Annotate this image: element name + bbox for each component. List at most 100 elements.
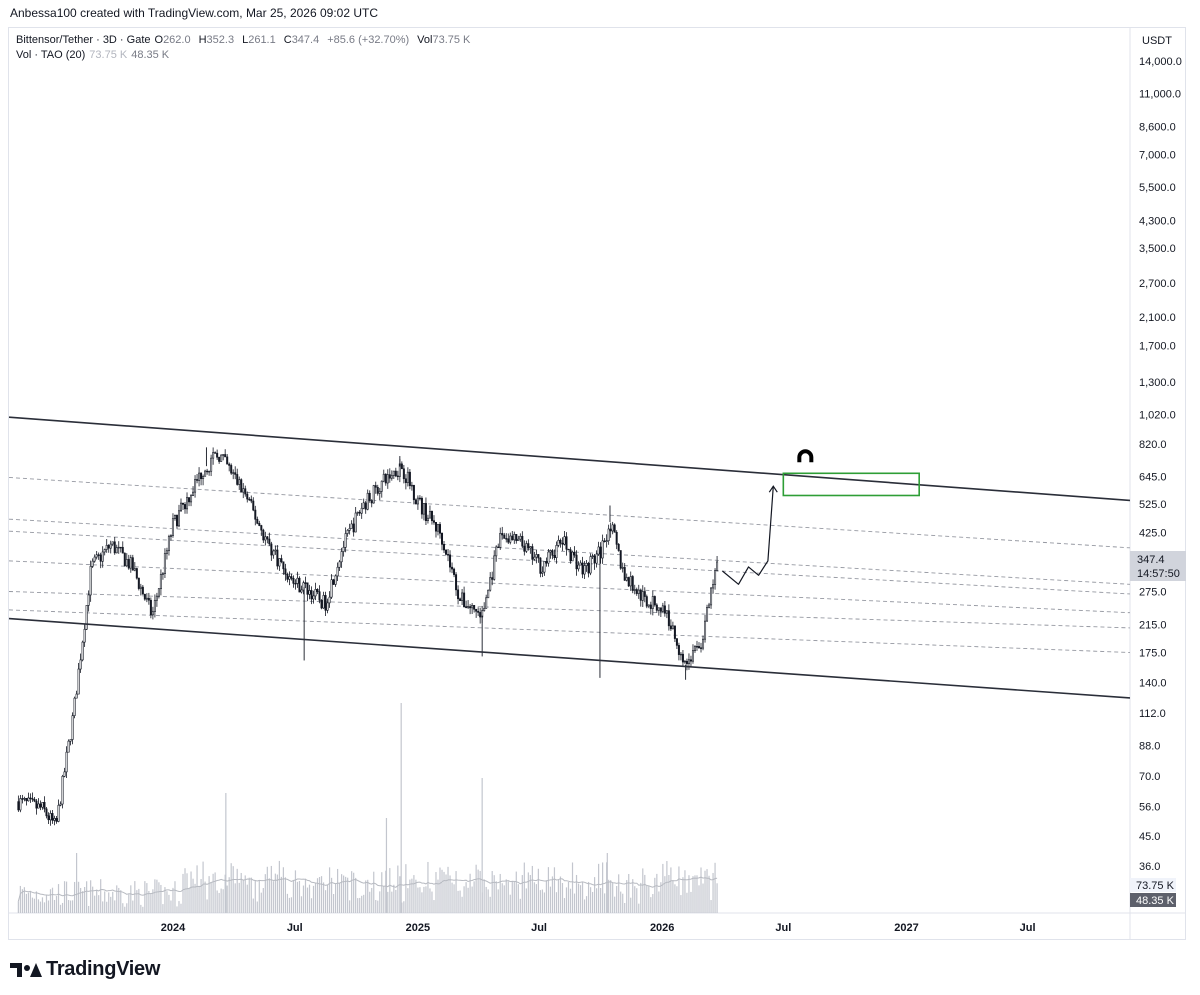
candle-body — [332, 579, 335, 585]
volume-bar — [569, 888, 572, 913]
last-price-value: 347.4 — [1137, 554, 1165, 566]
price-tick-label: 4,300.0 — [1139, 215, 1176, 227]
volume-bar — [166, 891, 168, 913]
volume-bar — [264, 874, 266, 913]
volume-bars — [17, 703, 718, 913]
volume-bar — [600, 887, 602, 913]
price-tick-label: 5,500.0 — [1139, 182, 1176, 194]
candle-body — [539, 557, 542, 574]
candle-body — [119, 546, 122, 549]
candle-body — [669, 625, 672, 630]
candle-body — [547, 551, 550, 564]
price-axis[interactable]: USDT 14,000.0 11,000.0 8,600.0 7,000.0 5,500… — [1139, 35, 1182, 873]
channel-trendline[interactable] — [9, 617, 1130, 699]
candle-body — [250, 499, 253, 502]
candle-body — [99, 554, 102, 562]
volume-bar — [174, 881, 176, 913]
candle-body — [93, 556, 96, 562]
volume-bar — [226, 885, 228, 913]
target-zone-box[interactable] — [782, 472, 920, 497]
dashed-level-line[interactable] — [9, 591, 1130, 629]
candle-body — [91, 560, 94, 567]
projection-path[interactable] — [722, 486, 774, 585]
volume-bar — [648, 885, 650, 913]
symbol-legend-row[interactable]: Bittensor/Tether · 3D · Gate O 262.0 H 352… — [16, 33, 474, 48]
volume-bar — [53, 899, 56, 913]
tradingview-logo[interactable]: TradingView — [10, 958, 160, 981]
candle-body — [567, 548, 570, 551]
volume-bar — [296, 881, 299, 913]
volume-bar — [184, 868, 186, 913]
volume-bar — [324, 890, 327, 913]
annotations — [722, 449, 920, 585]
volume-bar — [527, 872, 529, 913]
candle-body — [663, 605, 666, 614]
dashed-level-line[interactable] — [9, 560, 1130, 614]
candle-body — [549, 550, 552, 553]
candle-body — [226, 456, 229, 465]
volume-bar — [59, 904, 62, 913]
volume-bar — [71, 900, 74, 913]
candle-body — [200, 472, 203, 480]
candle-body — [304, 582, 307, 584]
volume-bar — [369, 891, 371, 913]
price-tick-label: 45.0 — [1139, 831, 1160, 843]
candle-body — [521, 535, 524, 547]
volume-bar — [381, 872, 383, 913]
volume-bar — [393, 884, 395, 913]
volume-indicator-value: 73.75 K — [89, 49, 128, 61]
price-tick-label: 525.0 — [1139, 499, 1167, 511]
volume-legend-row[interactable]: Vol · TAO (20) 73.75 K 48.35 K — [16, 48, 474, 63]
volume-bar — [523, 862, 525, 913]
volume-bar — [497, 889, 499, 913]
candle-body — [404, 478, 407, 483]
volume-bar — [357, 898, 359, 913]
volume-bar — [459, 890, 461, 913]
candle-body — [575, 554, 578, 570]
volume-bar — [186, 873, 188, 913]
ohlc-high-key: H — [198, 34, 207, 46]
candle-body — [651, 596, 654, 609]
candle-body — [392, 470, 395, 476]
candle-body — [679, 653, 682, 656]
volume-bar — [152, 889, 154, 913]
volume-bar — [650, 897, 652, 913]
dashed-level-line[interactable] — [9, 530, 1130, 595]
volume-bar — [168, 894, 170, 913]
volume-bar — [503, 885, 505, 913]
candle-body — [366, 492, 369, 510]
candle-body — [37, 803, 40, 809]
volume-bar — [308, 884, 311, 913]
volume-bar — [674, 884, 676, 913]
candle-body — [489, 577, 492, 591]
candle-body — [479, 612, 482, 618]
candle-body — [53, 818, 56, 821]
volume-bar — [31, 897, 34, 913]
volume-bar — [666, 861, 668, 913]
volume-bar — [505, 879, 507, 913]
candle-body — [256, 518, 259, 524]
dashed-level-line[interactable] — [9, 609, 1130, 653]
candle-body — [475, 608, 478, 612]
volume-ma-badge-value: 48.35 K — [1136, 895, 1175, 907]
candle-body — [601, 540, 604, 559]
volume-bar — [351, 871, 353, 913]
channel-trendline[interactable] — [9, 416, 1130, 502]
candle-body — [29, 797, 32, 800]
candle-body — [222, 454, 225, 456]
volume-bar — [598, 863, 600, 913]
candle-body — [115, 547, 118, 554]
volume-bar — [21, 889, 23, 913]
volume-bar — [511, 880, 513, 913]
candle-body — [513, 534, 516, 541]
dashed-level-line[interactable] — [9, 477, 1130, 549]
time-tick-label: 2024 — [161, 922, 186, 934]
candle-body — [296, 577, 299, 584]
candle-body — [23, 798, 26, 800]
time-axis[interactable]: 2024 Jul 2025 Jul 2026 Jul 2027 Jul — [161, 922, 1036, 934]
dashed-level-line[interactable] — [9, 518, 1130, 585]
volume-bar — [286, 893, 289, 913]
volume-bar — [606, 862, 608, 913]
volume-bar — [254, 880, 256, 913]
